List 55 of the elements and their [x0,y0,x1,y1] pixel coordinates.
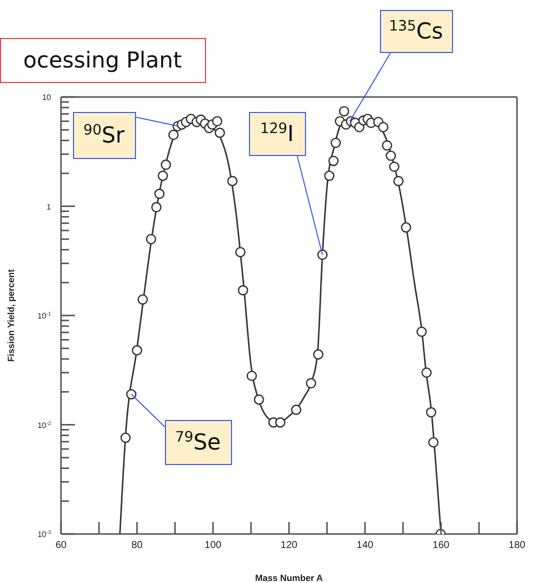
text: ocessing Plant [23,48,182,74]
point [126,389,136,400]
annotation: $^{129}$I [260,121,294,148]
x-tick-label: 160 [432,540,450,551]
point [246,370,257,382]
point [254,394,264,405]
point [400,222,412,233]
y-tick-label: 10$^{-2}$ [37,420,52,430]
point [235,247,246,258]
y-tick-label: 10 [42,93,52,102]
annotation: $^{90}$Sr [83,122,126,149]
point [389,162,400,172]
point [146,234,156,244]
x-tick-label: 120 [280,540,298,551]
point [154,188,165,199]
point [386,150,396,161]
x-tick-label: 100 [204,540,222,551]
point [426,407,436,418]
point [291,404,302,415]
y-tick-label: 1 [46,202,52,212]
x-tick-label: 60 [55,540,67,551]
point [324,170,334,181]
point [120,432,131,443]
point [160,160,172,170]
y-axis-title: Fission Yield, percent [6,269,16,362]
point [378,122,388,132]
point [168,130,179,140]
point [214,128,226,138]
point [421,367,432,378]
annotation: $^{135}$Cs [388,18,444,45]
point [275,417,286,428]
point [313,349,324,360]
point [393,176,404,186]
x-tick-label: 80 [131,540,143,551]
point [317,250,328,260]
point [212,116,222,126]
x-tick-label: 180 [508,540,526,551]
point [227,176,238,186]
point [338,106,350,116]
x-tick-label: 140 [356,540,374,551]
annotation: $^{79}$Se [175,430,221,456]
point [158,170,168,181]
y-tick-label: 10$^{-3}$ [37,530,52,539]
point [238,285,248,296]
point [416,326,427,337]
point [132,345,142,356]
point [151,202,162,212]
point [382,140,392,151]
point [138,294,148,305]
point [330,138,341,148]
y-tick-label: 10$^{-1}$ [37,312,52,320]
point [306,378,316,388]
x-axis-title: Mass Number A [255,573,324,583]
point [328,156,339,166]
point [428,437,439,448]
